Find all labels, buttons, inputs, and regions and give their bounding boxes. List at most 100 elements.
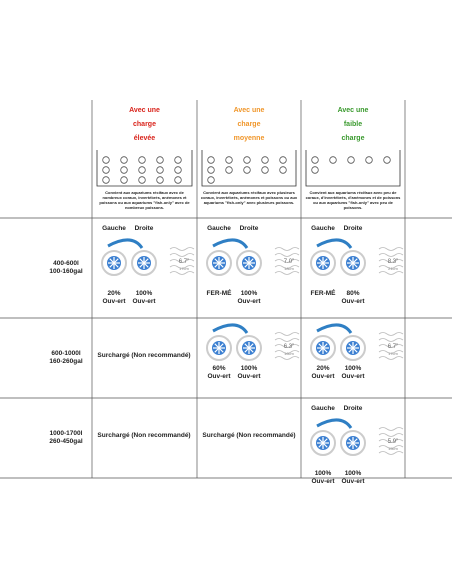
left-setting: 20% <box>107 290 121 297</box>
right-setting: 100% <box>344 470 362 477</box>
pump-blade <box>348 258 358 268</box>
cell-status: Surchargé (Non recommandé) <box>97 432 191 439</box>
height-cm: 17cm <box>179 266 189 271</box>
left-setting: FER-MÉ <box>206 290 232 297</box>
flow-arrow <box>316 418 353 429</box>
right-setting: 100% <box>344 365 362 372</box>
wave-line <box>378 332 404 336</box>
column-title: charge <box>341 135 365 142</box>
fish-icon <box>225 156 233 164</box>
fish-icon <box>120 156 128 164</box>
pump-blade <box>139 258 149 268</box>
row-label: 100-160gal <box>49 268 83 275</box>
right-setting: Ouv-ert <box>132 298 156 305</box>
fish-icon <box>311 156 319 164</box>
wave-line <box>378 451 404 455</box>
fish-icon <box>207 156 215 164</box>
wave-line <box>274 247 300 251</box>
wave-line <box>378 247 404 251</box>
column-description: Convient aux aquariums récifaux avec peu… <box>305 190 401 210</box>
height-inch: 6.3" <box>283 344 295 350</box>
right-setting: Ouv-ert <box>341 373 365 380</box>
pump-blade <box>348 438 358 448</box>
right-setting: Ouv-ert <box>237 298 261 305</box>
column-title: charge <box>133 121 156 128</box>
left-setting: Ouv-ert <box>311 478 335 485</box>
fish-icon <box>102 166 110 174</box>
fish-icon <box>347 156 355 164</box>
fish-icon <box>279 166 287 174</box>
left-setting: Ouv-ert <box>102 298 126 305</box>
flow-arrow <box>212 323 249 334</box>
wave-line <box>169 265 195 269</box>
tank <box>201 150 297 187</box>
left-setting: 100% <box>314 470 332 477</box>
wave-line <box>378 344 404 348</box>
pump-blade <box>244 258 254 268</box>
height-cm: 21cm <box>388 266 398 271</box>
right-header: Droite <box>134 225 154 232</box>
column-title: Avec une <box>129 107 160 114</box>
row-label: 1000-1700l <box>49 430 83 437</box>
wave-line <box>274 338 300 342</box>
flow-arrow <box>212 238 249 249</box>
left-setting: FER-MÉ <box>310 290 336 297</box>
wave-line <box>378 265 404 269</box>
pump-blade <box>348 343 358 353</box>
wave-line <box>378 433 404 437</box>
column-title: Avec une <box>337 107 369 114</box>
row-label: 400-600l <box>53 260 79 267</box>
fish-icon <box>207 166 215 174</box>
fish-icon <box>329 156 337 164</box>
flow-arrow <box>107 238 144 249</box>
fish-icon <box>138 166 146 174</box>
pump-blade <box>318 258 328 268</box>
wave-line <box>169 259 195 263</box>
left-header: Gauche <box>102 225 126 232</box>
wave-line <box>274 344 300 348</box>
tank <box>96 150 193 187</box>
fish-icon <box>120 176 128 184</box>
flow-arrow <box>316 323 353 334</box>
fish-icon <box>120 166 128 174</box>
wave-line <box>274 271 300 275</box>
column-title: moyenne <box>233 135 265 142</box>
fish-icon <box>261 156 269 164</box>
right-header: Droite <box>343 225 363 232</box>
row-label: 260-450gal <box>49 438 83 445</box>
right-setting: Ouv-ert <box>237 373 261 380</box>
right-setting: Ouv-ert <box>341 298 365 305</box>
fish-icon <box>261 166 269 174</box>
height-inch: 7.0" <box>283 259 295 265</box>
row-label: 600-1000l <box>51 350 81 357</box>
wave-line <box>378 445 404 449</box>
column-title: élevée <box>133 135 156 142</box>
fish-icon <box>174 156 182 164</box>
fish-icon <box>311 166 319 174</box>
height-cm: 18cm <box>284 266 294 271</box>
left-setting: Ouv-ert <box>311 373 335 380</box>
wave-line <box>169 247 195 251</box>
left-header: Gauche <box>311 405 335 412</box>
fish-icon <box>279 156 287 164</box>
pump-blade <box>214 258 224 268</box>
height-inch: 6.7" <box>387 344 399 350</box>
fish-icon <box>243 156 251 164</box>
fish-icon <box>243 166 251 174</box>
wave-line <box>274 356 300 360</box>
column-description: Convient aux aquariums récifaux avec plu… <box>200 190 298 205</box>
wave-line <box>378 427 404 431</box>
tank <box>305 150 401 187</box>
fish-icon <box>174 166 182 174</box>
column-description: Convient aux aquariums récifaux avec de … <box>99 190 190 210</box>
fish-icon <box>156 176 164 184</box>
wave-line <box>169 253 195 257</box>
fish-icon <box>383 156 391 164</box>
pump-blade <box>214 343 224 353</box>
right-setting: 100% <box>135 290 153 297</box>
wave-line <box>274 332 300 336</box>
fish-icon <box>156 166 164 174</box>
height-cm: 16cm <box>284 351 294 356</box>
